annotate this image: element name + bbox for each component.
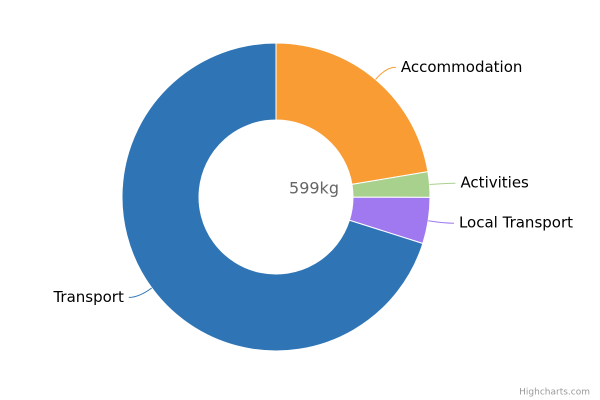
slice-label: Accommodation <box>401 58 523 76</box>
credit[interactable]: Highcharts.com <box>519 388 590 398</box>
slice <box>275 42 429 185</box>
slice-label: Activities <box>460 174 529 192</box>
connector <box>128 287 153 298</box>
slice-label: Local Transport <box>459 214 573 232</box>
slice-label: Transport <box>52 288 124 306</box>
connector <box>375 66 396 80</box>
slice <box>121 42 424 352</box>
center-label: 599kg <box>289 179 339 198</box>
connector <box>429 182 456 185</box>
connector <box>428 220 454 224</box>
